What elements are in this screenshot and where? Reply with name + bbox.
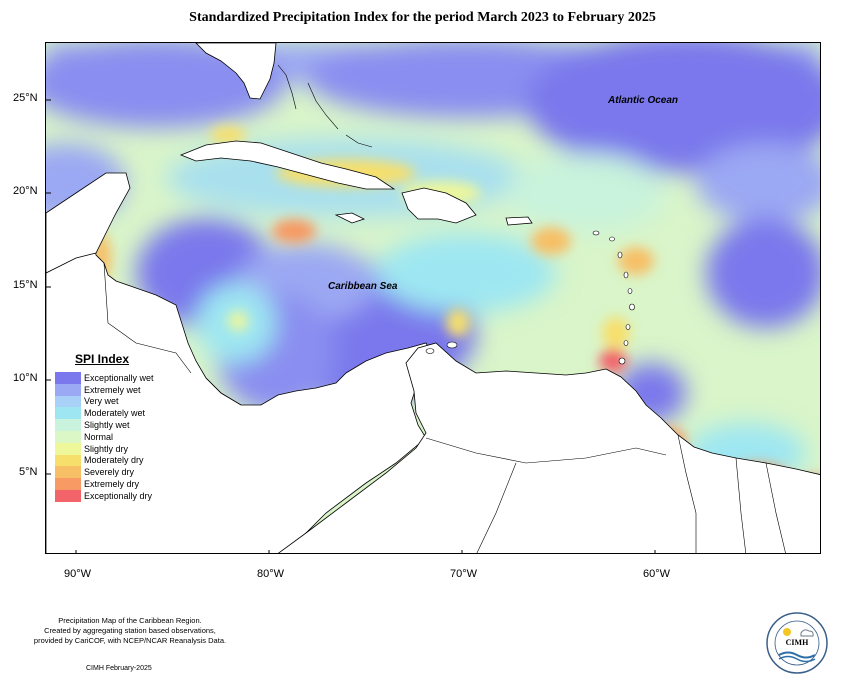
- legend-item: Extremely wet: [55, 383, 175, 396]
- lat-tick-10n: 10°N: [13, 372, 38, 384]
- legend-swatch: [55, 478, 81, 490]
- legend-title: SPI Index: [75, 352, 130, 366]
- legend-label: Extremely dry: [84, 479, 140, 490]
- legend-item: Severely dry: [55, 466, 175, 479]
- florida-land: [195, 43, 277, 100]
- cimh-logo-icon: [766, 612, 828, 674]
- country-borders: [103, 262, 786, 553]
- map-canvas: [46, 43, 820, 553]
- legend-swatch: [55, 489, 81, 502]
- legend-item: Slightly wet: [55, 419, 175, 431]
- legend-swatch: [55, 466, 81, 479]
- legend-item: Moderately wet: [55, 407, 175, 420]
- lat-tick-25n: 25°N: [13, 92, 38, 104]
- legend-label: Severely dry: [84, 467, 135, 478]
- hispaniola-land: [401, 187, 477, 224]
- lesser-antilles: [425, 230, 635, 365]
- legend-label: Moderately dry: [84, 455, 144, 466]
- legend-item: Slightly dry: [55, 442, 175, 455]
- cimh-logo: CIMH: [765, 611, 829, 675]
- central-america-land: [46, 222, 437, 553]
- lat-tick-20n: 20°N: [13, 185, 38, 197]
- spi-field: [46, 43, 820, 533]
- caribbean-sea-label: Caribbean Sea: [328, 281, 398, 292]
- legend-label: Moderately wet: [84, 408, 146, 419]
- legend-swatch: [55, 430, 81, 443]
- legend-swatch: [55, 419, 81, 431]
- cuba-land: [179, 140, 396, 190]
- spi-map: Atlantic Ocean Caribbean Sea: [45, 42, 821, 554]
- lon-tick-90w: 90°W: [64, 568, 92, 580]
- legend-swatch: [55, 383, 81, 396]
- legend-item: Exceptionally wet: [55, 372, 175, 384]
- credit-line-3: provided by CariCOF, with NCEP/NCAR Rean…: [33, 636, 227, 645]
- credit-line-1: Precipitation Map of the Caribbean Regio…: [58, 616, 202, 625]
- frame-ticks: [46, 99, 656, 553]
- legend-label: Extremely wet: [84, 384, 141, 395]
- lat-tick-5n: 5°N: [19, 466, 38, 478]
- legend-label: Normal: [84, 431, 114, 442]
- legend-swatch: [55, 407, 81, 420]
- legend-label: Exceptionally wet: [84, 372, 154, 383]
- map-title: Standardized Precipitation Index for the…: [189, 10, 656, 25]
- credit-date: CIMH February-2025: [86, 665, 152, 672]
- logo-text: CIMH: [785, 638, 809, 647]
- legend-swatch: [55, 442, 81, 455]
- puerto-rico-land: [505, 216, 533, 226]
- legend-swatch: [55, 454, 81, 467]
- legend-label: Exceptionally dry: [84, 490, 153, 501]
- lon-tick-70w: 70°W: [450, 568, 478, 580]
- land-masses: [46, 43, 820, 553]
- legend-item: Very wet: [55, 395, 175, 408]
- bahamas: [277, 64, 373, 148]
- lon-tick-60w: 60°W: [643, 568, 671, 580]
- legend-label: Slightly wet: [84, 420, 130, 431]
- legend-item: Normal: [55, 430, 175, 443]
- lon-tick-80w: 80°W: [257, 568, 285, 580]
- legend-label: Very wet: [84, 396, 119, 407]
- jamaica-land: [334, 212, 366, 224]
- legend-item: Moderately dry: [55, 454, 175, 467]
- atlantic-ocean-label: Atlantic Ocean: [608, 95, 679, 106]
- legend-item: Exceptionally dry: [55, 489, 175, 502]
- legend-swatch: [55, 372, 81, 384]
- credit-text: Precipitation Map of the Caribbean Regio…: [10, 616, 250, 646]
- yucatan-land: [46, 172, 131, 274]
- credit-line-2: Created by aggregating station based obs…: [44, 626, 216, 635]
- legend-swatch: [55, 395, 81, 408]
- spi-legend: SPI Index Exceptionally wet Extremely wet…: [55, 352, 175, 502]
- lat-tick-15n: 15°N: [13, 279, 38, 291]
- south-america-land: [278, 342, 820, 553]
- legend-item: Extremely dry: [55, 478, 175, 490]
- legend-label: Slightly dry: [84, 443, 129, 454]
